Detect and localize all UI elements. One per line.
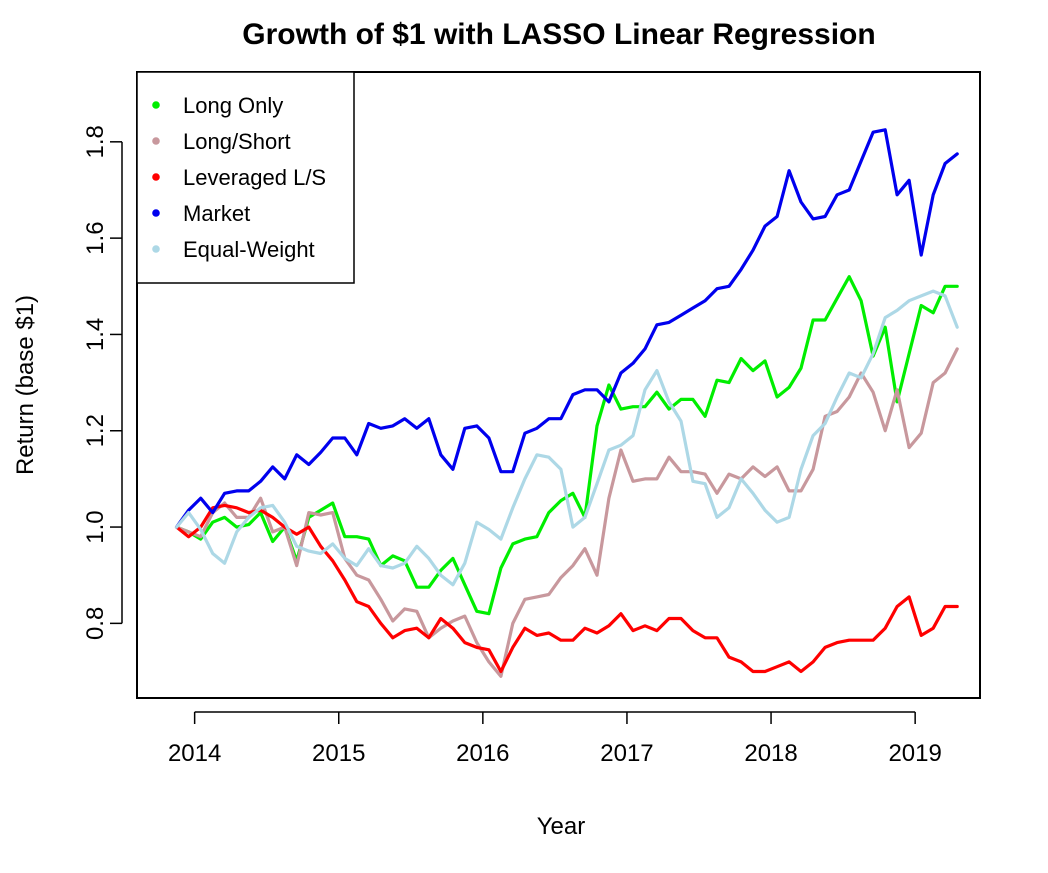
y-tick-label: 1.2 [82, 414, 109, 447]
y-tick-label: 1.6 [82, 221, 109, 254]
series-line-long-short [175, 347, 959, 678]
x-axis-label: Year [537, 813, 586, 840]
legend-marker-long-only [152, 101, 160, 109]
y-tick-label: 1.8 [82, 125, 109, 158]
legend: Long Only Long/Short Leveraged L/S Market Eq… [136, 71, 355, 284]
legend-marker-leveraged-l-s [152, 173, 160, 181]
y-tick-label: 1.0 [82, 510, 109, 543]
x-tick-label: 2018 [744, 740, 797, 767]
legend-marker-long-short [152, 137, 160, 145]
series-lines [175, 128, 959, 678]
legend-label: Market [183, 201, 250, 226]
series-line-market [175, 128, 959, 529]
series-line-equal-weight [175, 289, 959, 587]
legend-marker-equal-weight [152, 245, 160, 253]
legend-label: Leveraged L/S [183, 165, 326, 190]
legend-label: Long/Short [183, 129, 291, 154]
x-tick-label: 2019 [888, 740, 941, 767]
y-tick-label: 0.8 [82, 607, 109, 640]
x-tick-label: 2016 [456, 740, 509, 767]
legend-label: Long Only [183, 93, 283, 118]
plot-frame [136, 71, 981, 699]
series-line-leveraged-l-s [175, 503, 959, 674]
chart-title: Growth of $1 with LASSO Linear Regressio… [242, 18, 875, 51]
y-axis: 0.8 1.0 1.2 1.4 1.6 1.8 [82, 125, 123, 640]
y-axis-label: Return (base $1) [12, 295, 39, 475]
series-line-long-only [175, 275, 959, 616]
x-tick-label: 2017 [600, 740, 653, 767]
x-axis: 2014 2015 2016 2017 2018 2019 [168, 711, 942, 767]
legend-box [136, 71, 355, 284]
x-tick-label: 2015 [312, 740, 365, 767]
legend-label: Equal-Weight [183, 237, 315, 262]
y-tick-label: 1.4 [82, 318, 109, 351]
x-tick-label: 2014 [168, 740, 221, 767]
legend-marker-market [152, 209, 160, 217]
